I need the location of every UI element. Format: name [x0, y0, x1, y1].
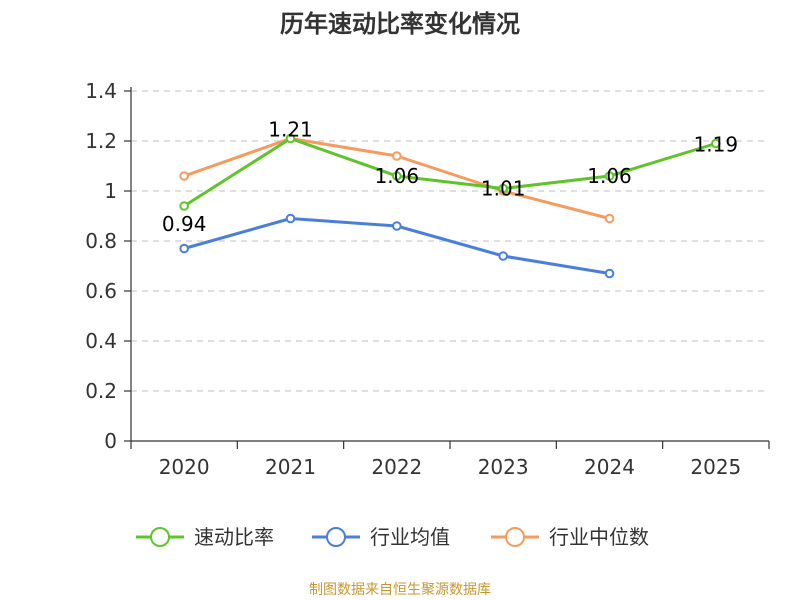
data-point [498, 183, 508, 194]
y-tick-label: 0.2 [85, 379, 117, 403]
data-point [179, 171, 189, 181]
legend-marker-icon [326, 527, 346, 547]
data-label: 1.19 [694, 133, 739, 157]
data-labels: 0.94 1.21 1.06 1.01 1.06 1.19 [162, 118, 738, 237]
data-point [179, 201, 189, 211]
legend-marker-icon [505, 527, 525, 547]
x-tick-label: 2024 [584, 455, 635, 479]
data-source-note: 制图数据来自恒生聚源数据库 [309, 582, 491, 598]
data-label: 1.06 [587, 164, 632, 188]
legend-marker-icon [150, 527, 170, 547]
data-label: 1.06 [375, 164, 420, 188]
x-tick-label: 2021 [265, 455, 316, 479]
y-tick-label: 0.4 [85, 329, 117, 353]
x-tick-label: 2023 [478, 455, 529, 479]
series-lines [179, 133, 721, 279]
y-tick-label: 1.2 [85, 129, 117, 153]
data-point [179, 243, 189, 254]
data-label: 0.94 [162, 212, 207, 236]
data-label: 1.21 [268, 118, 313, 142]
legend-item-label: 速动比率 [194, 525, 274, 549]
x-tick-label: 2020 [159, 455, 210, 479]
data-point [604, 213, 615, 224]
data-point [392, 171, 402, 181]
legend-item-label: 行业中位数 [549, 525, 649, 549]
data-point [498, 251, 508, 261]
series-line-0 [183, 137, 717, 208]
axes: 0 0.2 0.4 0.6 0.8 1 1.2 1.4 2020 2021 2022 2023 2024… [85, 79, 770, 479]
x-tick-label: 2025 [690, 455, 741, 479]
data-point [392, 221, 402, 231]
data-point [285, 133, 296, 144]
data-point [604, 171, 615, 181]
legend-item-label: 行业均值 [370, 525, 450, 549]
y-tick-label: 1 [104, 179, 117, 203]
legend[interactable]: 速动比率 行业均值 行业中位数 [136, 525, 649, 549]
y-tick-label: 0.6 [85, 279, 117, 303]
data-label: 1.01 [481, 177, 526, 201]
data-point [392, 151, 402, 161]
data-point [711, 138, 721, 149]
y-tick-label: 0.8 [85, 229, 117, 253]
x-tick-label: 2022 [371, 455, 422, 479]
data-point [604, 268, 615, 279]
data-point [285, 213, 296, 224]
y-tick-label: 0 [104, 429, 117, 453]
y-tick-label: 1.4 [85, 79, 117, 103]
chart-title: 历年速动比率变化情况 [280, 10, 520, 38]
